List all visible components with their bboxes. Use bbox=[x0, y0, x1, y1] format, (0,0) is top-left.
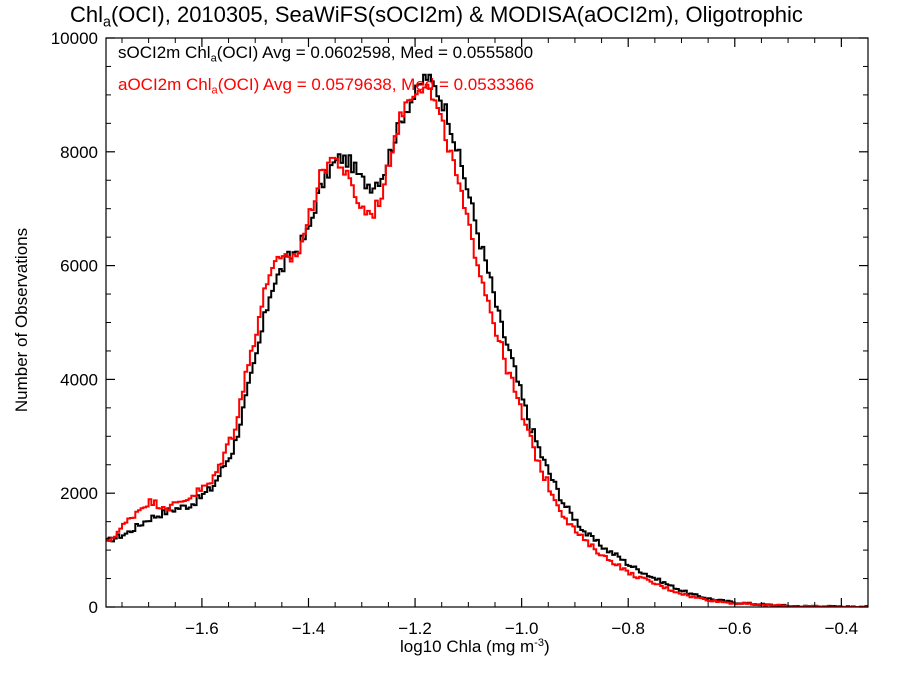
x-tick-label: −0.4 bbox=[825, 619, 859, 638]
series-line-0 bbox=[106, 73, 868, 607]
x-axis-label: log10 Chla (mg m-3) bbox=[400, 637, 550, 657]
annotation-aoci2m: aOCI2m Chla(OCI) Avg = 0.0579638, Med = … bbox=[118, 75, 534, 97]
axes-layer: −1.6 −1.4 −1.2 −1.0 −0.8 −0.6 −0.4 0 2000 4000 600… bbox=[51, 29, 869, 638]
series-layer bbox=[106, 73, 868, 607]
y-tick-label: 0 bbox=[89, 598, 98, 617]
x-tick-label: −1.0 bbox=[505, 619, 539, 638]
x-tick-label: −0.6 bbox=[718, 619, 752, 638]
y-tick-label: 8000 bbox=[60, 143, 98, 162]
x-tick-label: −1.6 bbox=[185, 619, 219, 638]
x-tick-label: −1.2 bbox=[398, 619, 432, 638]
y-tick-label: 4000 bbox=[60, 370, 98, 389]
annotation-soci2m: sOCI2m Chla(OCI) Avg = 0.0602598, Med = … bbox=[118, 43, 534, 65]
x-tick-label: −1.4 bbox=[292, 619, 326, 638]
y-axis-label: Number of Observations bbox=[12, 227, 31, 413]
y-tick-label: 2000 bbox=[60, 484, 98, 503]
x-tick-label: −0.8 bbox=[611, 619, 645, 638]
series-line-1 bbox=[106, 83, 868, 607]
plot-frame bbox=[105, 37, 869, 608]
y-tick-label: 6000 bbox=[60, 257, 98, 276]
chart-title: Chla(OCI), 2010305, SeaWiFS(sOCI2m) & MO… bbox=[70, 2, 803, 31]
y-tick-label: 10000 bbox=[51, 29, 98, 48]
